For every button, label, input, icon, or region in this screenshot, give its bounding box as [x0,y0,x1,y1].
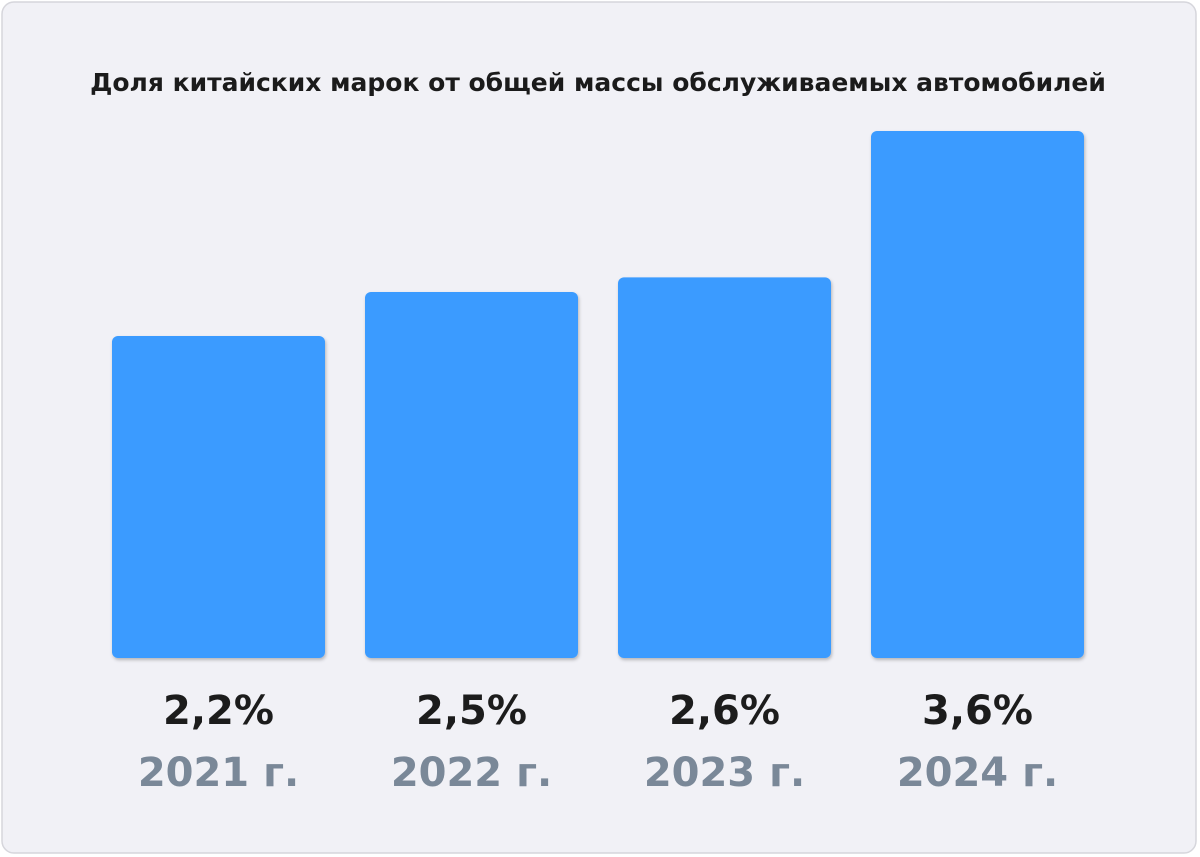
x-tick-label: 2023 г. [644,750,805,796]
x-tick-label: 2022 г. [391,750,552,796]
chart-title: Доля китайских марок от общей массы обсл… [90,68,1106,97]
x-tick-label: 2024 г. [897,750,1058,796]
value-label: 2,2% [163,688,274,734]
bar [871,131,1084,658]
value-label: 2,6% [669,688,780,734]
bar [112,335,325,658]
x-tick-label: 2021 г. [138,750,299,796]
bar [618,277,831,658]
bar [365,292,578,658]
value-label: 2,5% [416,688,527,734]
value-label: 3,6% [922,688,1033,734]
